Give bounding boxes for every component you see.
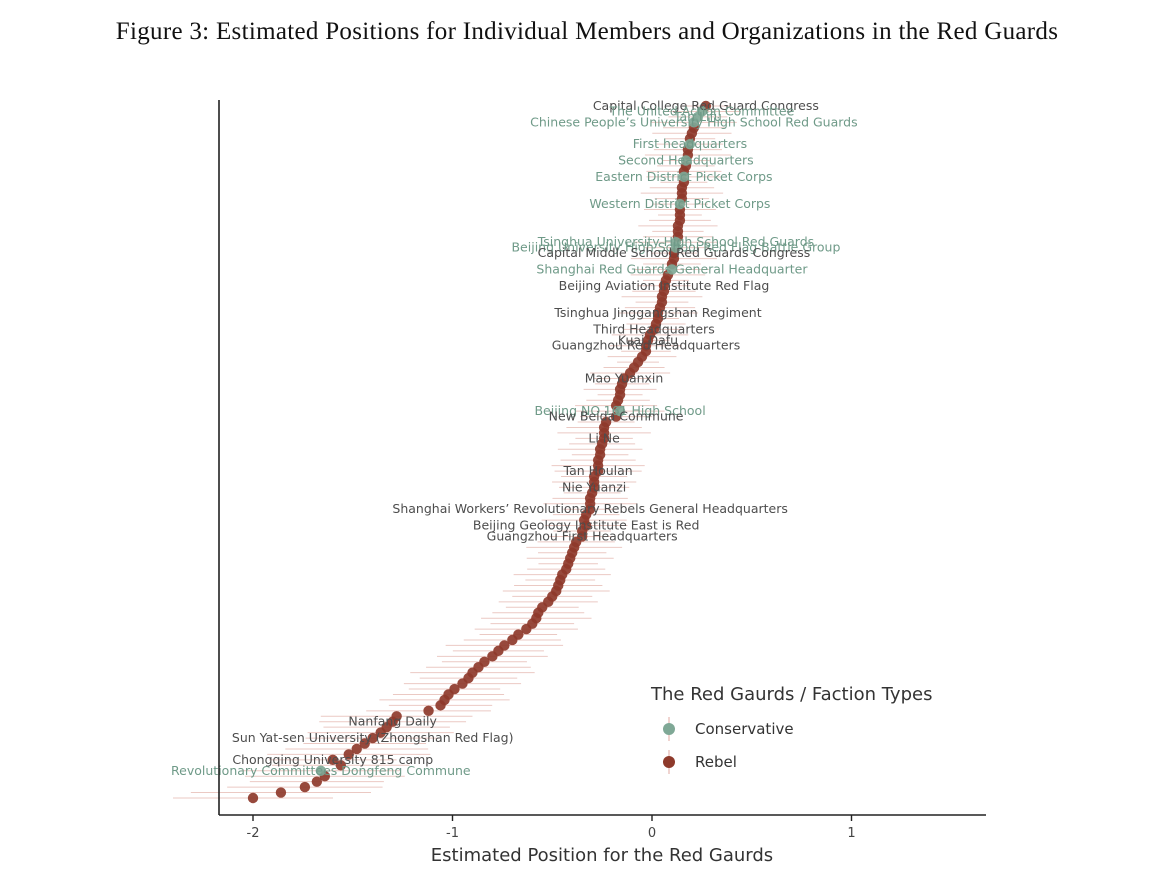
point-rebel bbox=[513, 629, 524, 640]
point-conservative bbox=[315, 765, 327, 776]
point-label: First headquarters bbox=[633, 136, 747, 151]
point-rebel bbox=[600, 416, 612, 428]
point-rebel bbox=[247, 792, 259, 804]
point-rebel bbox=[479, 656, 490, 667]
point-label: Tan Houlan bbox=[563, 463, 633, 478]
point-rebel bbox=[580, 509, 592, 520]
point-label: Chongqing University 815 camp bbox=[232, 752, 433, 767]
figure-title: Figure 3: Estimated Positions for Indivi… bbox=[115, 18, 1059, 45]
point-label: Third Headquarters bbox=[592, 321, 714, 336]
point-label: New Beida Commune bbox=[549, 409, 684, 424]
point-conservative bbox=[666, 264, 678, 275]
point-rebel bbox=[449, 683, 460, 695]
point-rebel bbox=[616, 378, 628, 390]
legend-swatch-rebel bbox=[663, 756, 675, 768]
x-tick-label: -2 bbox=[247, 826, 260, 841]
point-rebel bbox=[658, 286, 670, 297]
point-label: Second Headquarters bbox=[618, 152, 754, 167]
legend-title: The Red Gaurds / Faction Types bbox=[650, 684, 932, 705]
legend: The Red Gaurds / Faction Types Conservat… bbox=[650, 684, 932, 774]
point-rebel bbox=[275, 787, 287, 798]
x-tick-label: 0 bbox=[648, 826, 656, 841]
point-conservative bbox=[678, 171, 690, 183]
point-label: Capital Middle School Red Guards Congres… bbox=[538, 245, 811, 260]
point-rebel bbox=[644, 329, 656, 341]
point-conservative bbox=[670, 242, 682, 253]
point-conservative bbox=[614, 405, 626, 417]
point-label: Nie Yuanzi bbox=[562, 479, 626, 494]
legend-label-conservative: Conservative bbox=[695, 720, 794, 738]
x-tick-label: 1 bbox=[847, 826, 855, 841]
point-label: Mao Yuanxin bbox=[585, 370, 664, 385]
point-label: Tan Lifu bbox=[673, 109, 722, 124]
axes bbox=[218, 100, 986, 816]
point-conservative bbox=[688, 117, 700, 128]
point-rebel bbox=[499, 640, 510, 651]
point-rebel bbox=[359, 738, 370, 749]
point-rebel bbox=[596, 438, 608, 450]
point-label: Western District Picket Corps bbox=[589, 196, 770, 211]
point-label: Sun Yat-sen University (Zhongshan Red Fl… bbox=[232, 730, 514, 745]
point-conservative bbox=[674, 198, 686, 210]
point-rebel bbox=[311, 776, 323, 787]
point-conservative bbox=[680, 155, 692, 166]
point-rebel bbox=[351, 743, 362, 755]
point-label: Nanfang Daily bbox=[348, 714, 437, 729]
point-label: The United Action Committee bbox=[608, 103, 794, 118]
point-rebel bbox=[588, 471, 600, 482]
legend-swatch-conservative bbox=[663, 723, 675, 735]
x-tick-label: -1 bbox=[446, 826, 459, 841]
point-rebel bbox=[586, 487, 598, 499]
point-label: Chinese People’s University High School … bbox=[530, 114, 857, 129]
point-rebel bbox=[299, 781, 311, 793]
point-label: Tsinghua University High School Red Guar… bbox=[537, 234, 814, 249]
point-label: Beijing NO.161 High School bbox=[534, 403, 705, 418]
point-rebel bbox=[570, 536, 582, 548]
point-label: Beijing Geology Institute East is Red bbox=[473, 518, 700, 533]
point-rebel bbox=[640, 345, 652, 357]
point-label: Revolutionary Committees Dongfeng Commun… bbox=[171, 763, 471, 778]
point-label: Guangzhou Red Headquarters bbox=[552, 338, 740, 353]
point-rebel bbox=[423, 705, 434, 717]
point-conservative bbox=[684, 138, 696, 150]
point-label: Capital College Red Guard Congress bbox=[593, 98, 819, 113]
point-rebel bbox=[335, 760, 346, 771]
point-label: Guangzhou First Headquarters bbox=[487, 528, 678, 543]
point-label: Shanghai Workers’ Revolutionary Rebels G… bbox=[392, 501, 787, 516]
x-axis-label: Estimated Position for the Red Gaurds bbox=[431, 845, 773, 866]
point-rebel bbox=[381, 721, 392, 733]
x-ticks: -2 -1 0 1 bbox=[247, 815, 856, 841]
point-label: Beijing Aviation Institute Red Flag bbox=[559, 278, 770, 293]
legend-label-rebel: Rebel bbox=[695, 753, 737, 771]
point-label: Eastern District Picket Corps bbox=[595, 169, 772, 184]
point-label: Kuai Dafu bbox=[618, 332, 678, 347]
data-points bbox=[247, 100, 712, 804]
point-rebel bbox=[652, 313, 664, 324]
point-rebel bbox=[668, 253, 680, 264]
point-label: Li Ne bbox=[588, 430, 620, 445]
point-rebel bbox=[367, 732, 378, 744]
point-rebel bbox=[576, 525, 588, 537]
point-rebel bbox=[343, 749, 354, 760]
point-label: Shanghai Red Guards General Headquarter bbox=[536, 261, 808, 276]
point-label: Beijing University High School Red Flag … bbox=[511, 240, 840, 255]
point-label: Tsinghua Jinggangshan Regiment bbox=[553, 305, 761, 320]
point-rebel bbox=[327, 754, 338, 766]
point-rebel bbox=[391, 711, 402, 722]
